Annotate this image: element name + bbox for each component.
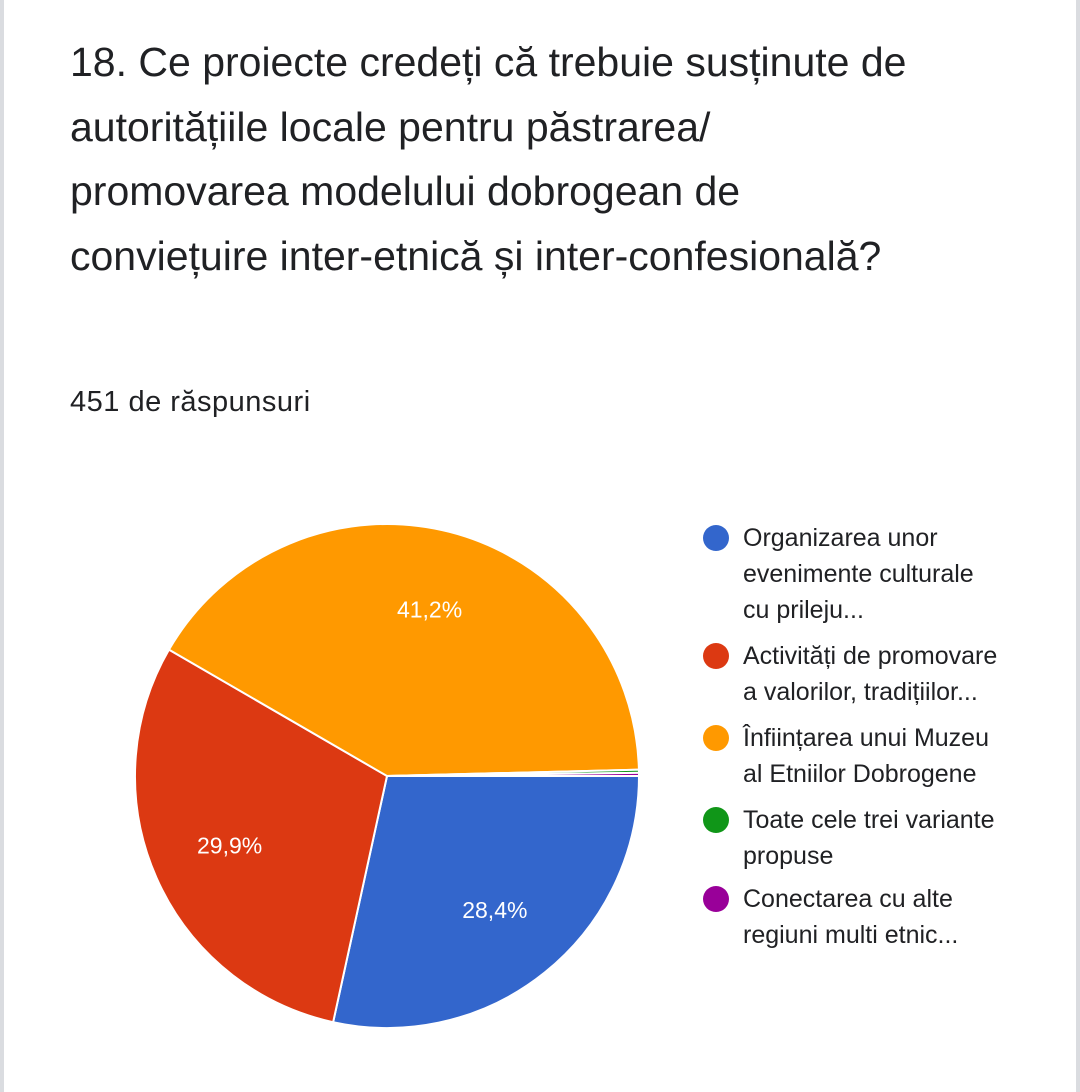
legend-item-infiintarea[interactable]: Înființarea unui Muzeu al Etniilor Dobro… [703, 720, 1003, 792]
legend-item-activitati[interactable]: Activități de promovare a valorilor, tra… [703, 638, 1003, 710]
legend-item-organizarea[interactable]: Organizarea unor evenimente culturale cu… [703, 520, 1003, 628]
question-title: 18. Ce proiecte credeți că trebuie susți… [70, 39, 907, 279]
legend-label-activitati: Activități de promovare a valorilor, tra… [743, 642, 998, 706]
legend-label-toate: Toate cele trei variante propuse [743, 806, 995, 870]
pie-slice-labels: 28,4% 29,9% 41,2% [197, 596, 527, 923]
pie-value-label-infiintarea: 41,2% [397, 596, 462, 622]
pie-value-label-activitati: 29,9% [197, 832, 262, 858]
legend-swatch-conectarea [703, 886, 729, 912]
legend-swatch-organizarea [703, 525, 729, 551]
legend-label-organizarea: Organizarea unor evenimente culturale cu… [743, 524, 974, 624]
legend-label-infiintarea: Înființarea unui Muzeu al Etniilor Dobro… [743, 724, 989, 788]
pie-slices [133, 523, 641, 1029]
legend-item-toate[interactable]: Toate cele trei variante propuse [703, 802, 1003, 874]
legend-item-conectarea[interactable]: Conectarea cu alte regiuni multi etnic..… [703, 881, 1003, 953]
legend-swatch-activitati [703, 643, 729, 669]
pie-slice-organizarea[interactable] [331, 775, 641, 1029]
pie-slice-infiintarea[interactable] [167, 523, 640, 778]
legend-swatch-infiintarea [703, 725, 729, 751]
pie-value-label-organizarea: 28,4% [462, 897, 527, 923]
chart-legend: Organizarea unor evenimente culturale cu… [703, 520, 1003, 960]
legend-swatch-toate [703, 807, 729, 833]
response-count: 451 de răspunsuri [70, 386, 311, 418]
pie-slice-conectarea[interactable] [386, 771, 641, 777]
pie-slice-activitati[interactable] [133, 648, 389, 1024]
legend-label-conectarea: Conectarea cu alte regiuni multi etnic..… [743, 885, 959, 949]
